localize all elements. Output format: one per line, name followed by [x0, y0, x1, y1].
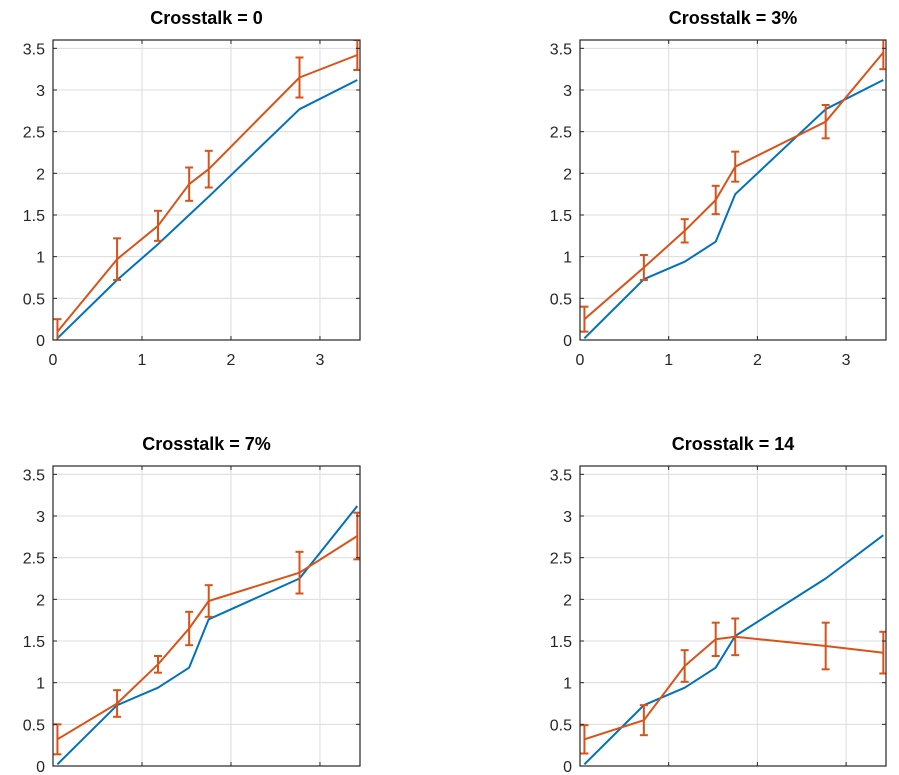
- subplot-1: 0 0.5 1 1.5 2 2.5 3 3.5 0 1 2 3 Crosstalk = 0: [23, 8, 361, 369]
- x-tick-label: 3: [316, 352, 325, 369]
- error-bar: [711, 184, 720, 216]
- error-bar: [204, 149, 213, 189]
- y-tick-label: 1.5: [23, 208, 45, 225]
- x-tick-label: 1: [664, 352, 673, 369]
- error-bar: [711, 621, 720, 657]
- error-bar: [295, 550, 304, 595]
- x-tick-label: 1: [138, 352, 147, 369]
- error-bar: [580, 724, 589, 755]
- chart-title: Crosstalk = 3%: [669, 8, 798, 28]
- y-tick-label: 3.5: [23, 41, 45, 58]
- axes-box: [52, 465, 361, 767]
- x-tick-label: 2: [227, 352, 236, 369]
- reference-line: [56, 79, 358, 340]
- error-bar: [154, 209, 163, 242]
- error-bar: [580, 305, 589, 333]
- y-tick-label: 3: [36, 509, 45, 526]
- plot-area: [580, 40, 886, 340]
- error-bar: [879, 630, 886, 675]
- reference-line: [56, 505, 359, 766]
- y-tick-label: 2: [563, 166, 572, 183]
- y-tick-label: 1: [563, 676, 572, 693]
- error-bar: [680, 649, 689, 683]
- y-tick-label: 0.5: [23, 291, 45, 308]
- y-tick-label: 1: [563, 250, 572, 267]
- chart-title: Crosstalk = 0: [150, 8, 263, 28]
- error-bar: [154, 655, 163, 674]
- error-bar: [53, 723, 62, 756]
- y-tick-label: 1: [36, 676, 45, 693]
- y-tick-label: 0: [36, 759, 45, 775]
- axes-box: [579, 465, 887, 767]
- y-tick-label: 1.5: [550, 208, 572, 225]
- y-tick-label: 3: [563, 83, 572, 100]
- error-bar: [731, 150, 740, 183]
- y-tick-label: 0.5: [23, 717, 45, 734]
- plot-area: [53, 505, 360, 766]
- error-bar: [821, 621, 830, 671]
- y-tick-label: 2.5: [23, 125, 45, 142]
- error-bar: [185, 610, 194, 647]
- measured-line: [583, 51, 885, 320]
- error-bar: [879, 40, 886, 71]
- y-tick-label: 3.5: [550, 467, 572, 484]
- y-tick-label: 0: [563, 333, 572, 350]
- chart-title: Crosstalk = 7%: [142, 434, 271, 454]
- y-tick-label: 0.5: [550, 291, 572, 308]
- plot-area: [53, 40, 360, 340]
- reference-line: [583, 79, 884, 340]
- error-bar: [204, 584, 213, 618]
- error-bar: [295, 56, 304, 99]
- y-tick-label: 2.5: [550, 125, 572, 142]
- error-bar: [639, 254, 648, 281]
- y-tick-label: 1.5: [550, 634, 572, 651]
- measured-line: [56, 535, 358, 741]
- x-tick-label: 3: [842, 352, 851, 369]
- y-tick-label: 3: [563, 509, 572, 526]
- error-bar: [113, 689, 122, 718]
- y-tick-label: 0: [36, 333, 45, 350]
- y-tick-label: 0.5: [550, 717, 572, 734]
- x-tick-label: 0: [576, 352, 585, 369]
- subplot-4: 0 0.5 1 1.5 2 2.5 3 3.5 Crosstalk = 14: [550, 434, 887, 775]
- y-tick-label: 3.5: [23, 467, 45, 484]
- axes-box: [52, 39, 361, 341]
- subplot-2: 0 0.5 1 1.5 2 2.5 3 3.5 0 1 2 3 Crosstalk = 3%: [550, 8, 887, 369]
- y-tick-label: 2: [36, 592, 45, 609]
- y-tick-label: 3: [36, 83, 45, 100]
- chart-title: Crosstalk = 14: [672, 434, 795, 454]
- error-bar: [680, 218, 689, 244]
- y-tick-label: 1.5: [23, 634, 45, 651]
- error-bar: [185, 166, 194, 202]
- y-tick-label: 0: [563, 759, 572, 775]
- error-bar: [113, 237, 122, 281]
- axes-box: [579, 39, 887, 341]
- error-bar: [821, 104, 830, 140]
- x-tick-label: 0: [49, 352, 58, 369]
- error-bar: [731, 617, 740, 657]
- subplot-3: 0 0.5 1 1.5 2 2.5 3 3.5 Crosstalk = 7%: [23, 434, 361, 775]
- error-bar: [639, 704, 648, 737]
- plot-area: [580, 534, 886, 766]
- y-tick-label: 2.5: [23, 551, 45, 568]
- reference-line: [583, 534, 884, 766]
- y-tick-label: 1: [36, 250, 45, 267]
- y-tick-label: 2: [36, 166, 45, 183]
- x-tick-label: 2: [753, 352, 762, 369]
- y-tick-label: 3.5: [550, 41, 572, 58]
- y-tick-label: 2: [563, 592, 572, 609]
- measured-line: [56, 54, 358, 333]
- y-tick-label: 2.5: [550, 551, 572, 568]
